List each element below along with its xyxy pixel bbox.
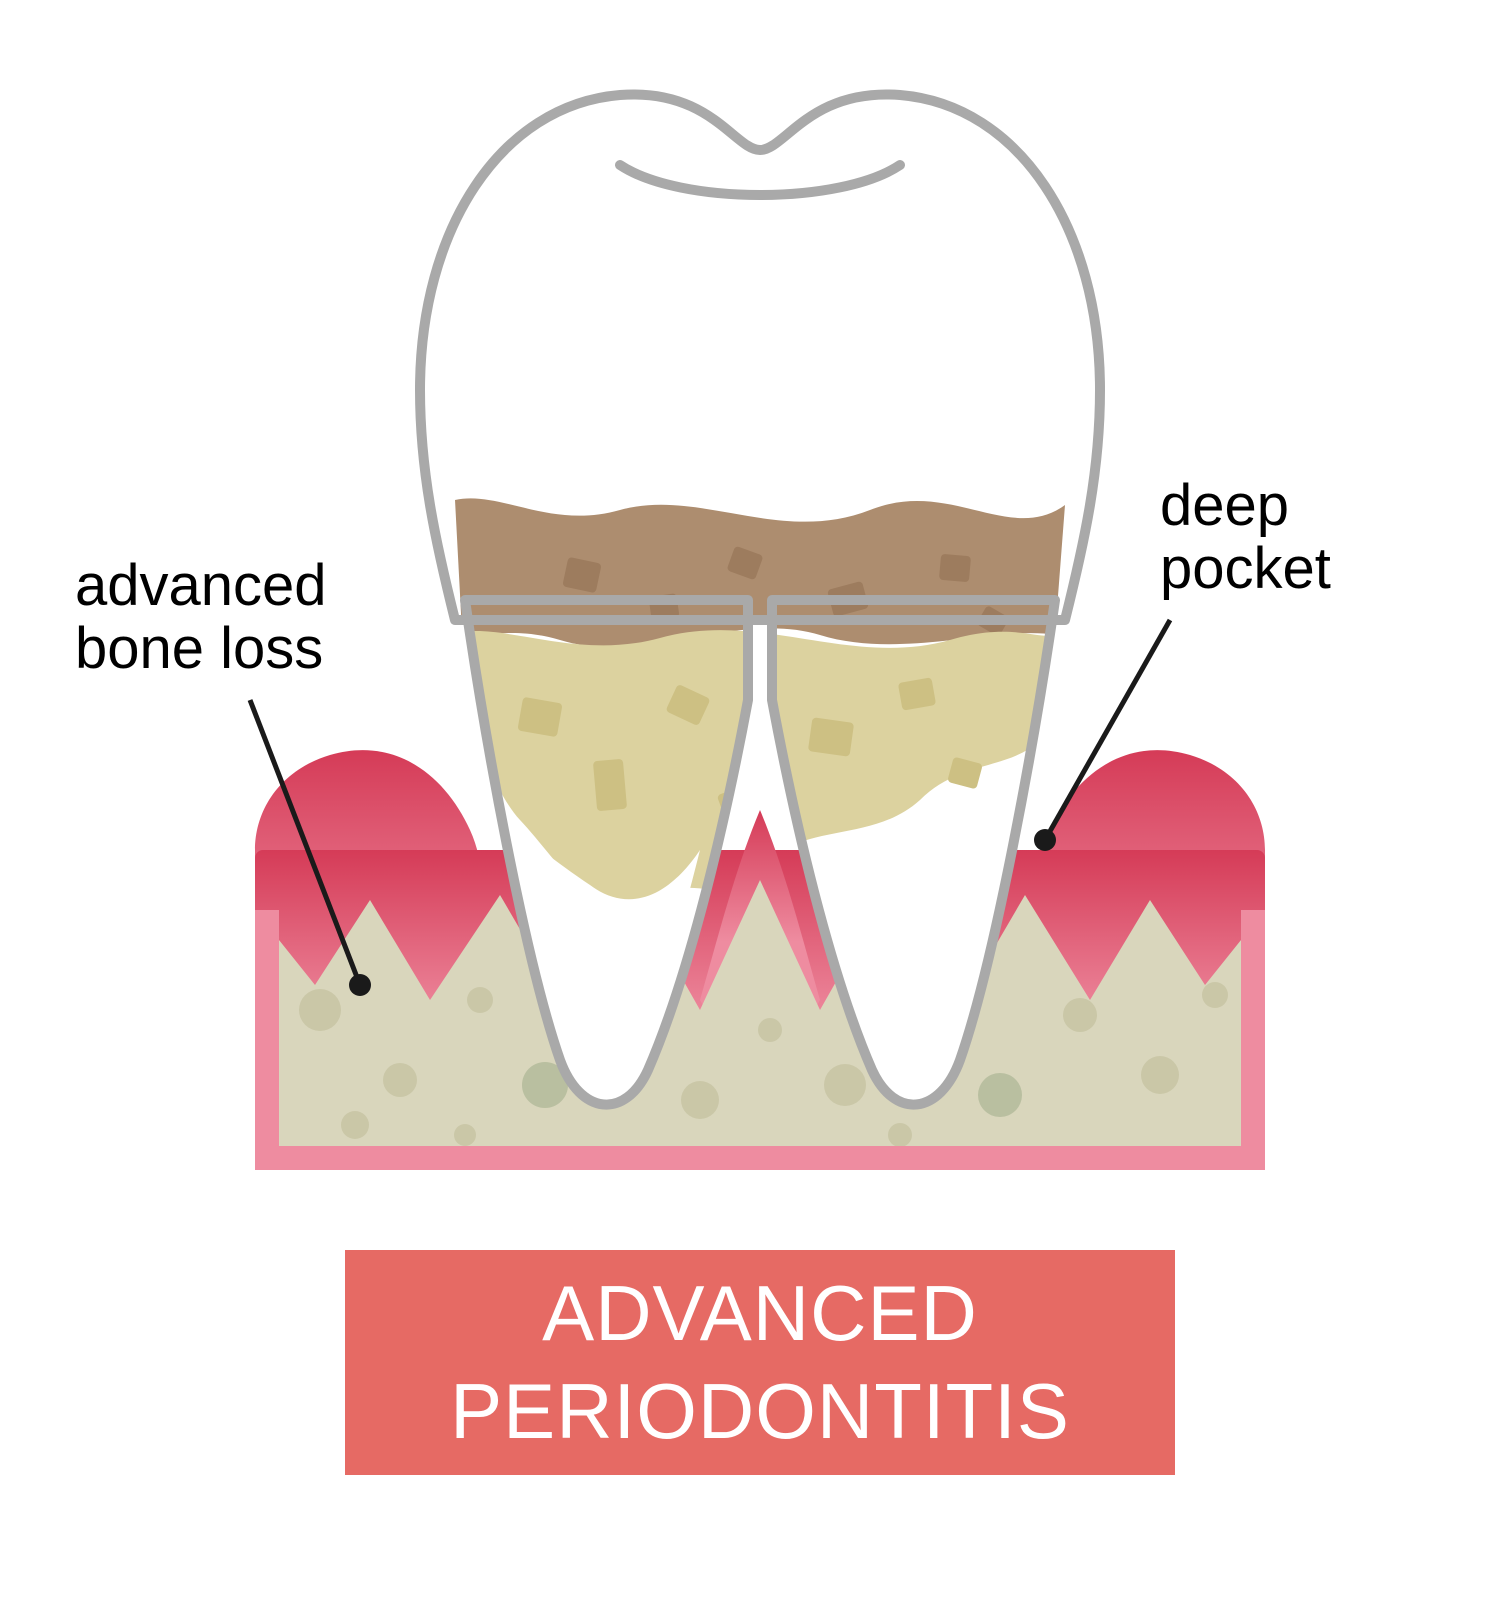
label-deep-pocket: deep pocket: [1160, 475, 1331, 600]
title-line1: ADVANCED: [542, 1269, 978, 1357]
label-bone-loss-line2: bone loss: [75, 616, 323, 681]
diagram-stage: advanced bone loss deep pocket ADVANCED …: [0, 0, 1500, 1600]
label-deep-pocket-line2: pocket: [1160, 536, 1331, 601]
label-deep-pocket-line1: deep: [1160, 473, 1289, 538]
title-box: ADVANCED PERIODONTITIS: [345, 1250, 1175, 1475]
title-line2: PERIODONTITIS: [450, 1367, 1070, 1455]
label-bone-loss-line1: advanced: [75, 553, 327, 618]
label-bone-loss: advanced bone loss: [75, 555, 327, 680]
